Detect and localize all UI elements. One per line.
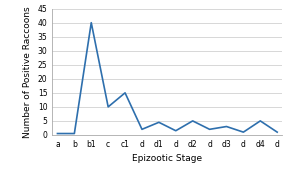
Y-axis label: Number of Positive Raccoons: Number of Positive Raccoons [23, 6, 32, 138]
X-axis label: Epizootic Stage: Epizootic Stage [132, 154, 202, 163]
